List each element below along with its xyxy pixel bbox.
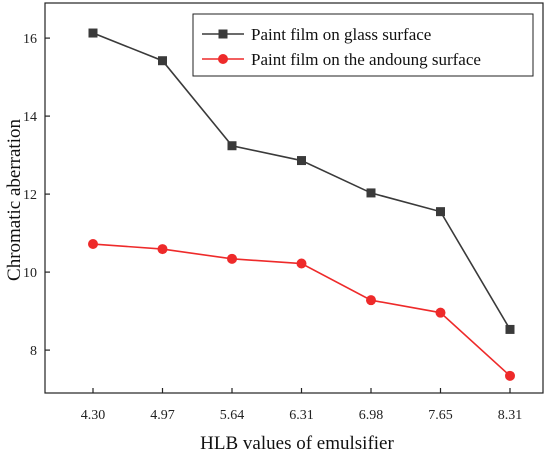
data-point	[227, 141, 237, 151]
x-tick-label: 4.97	[150, 408, 175, 423]
x-tick-label: 7.65	[428, 408, 453, 423]
data-point	[505, 370, 515, 381]
legend-item: Paint film on glass surface	[202, 25, 431, 44]
data-point	[436, 207, 445, 217]
data-point	[366, 188, 376, 198]
x-axis-title: HLB values of emulsifier	[200, 433, 394, 454]
x-tick-label: 4.30	[81, 408, 106, 423]
legend-label: Paint film on the andoung surface	[251, 50, 481, 69]
x-axis: 4.30 4.97 5.64 6.31 6.98 7.65 8.31	[81, 388, 523, 423]
series-line	[92, 32, 511, 330]
y-tick-label: 10	[23, 266, 37, 281]
data-point	[366, 295, 376, 306]
y-tick-label: 12	[23, 188, 37, 203]
data-point	[435, 307, 446, 318]
x-tick-label: 5.64	[220, 408, 245, 423]
y-tick-label: 8	[30, 344, 37, 359]
data-point	[158, 56, 167, 66]
data-point	[157, 244, 168, 255]
x-tick-label: 8.31	[498, 408, 523, 423]
legend: Paint film on glass surface Paint film on…	[192, 13, 534, 77]
series-2	[88, 239, 515, 381]
y-axis-title: Chromatic aberration	[4, 119, 25, 281]
y-axis: 8 10 12 14 16	[23, 32, 50, 359]
series-1	[88, 28, 515, 334]
data-point	[505, 324, 515, 334]
data-point	[88, 239, 98, 250]
x-tick-label: 6.31	[289, 408, 314, 423]
data-point	[297, 156, 306, 166]
plot-frame	[44, 2, 544, 394]
legend-box	[192, 13, 534, 77]
legend-label: Paint film on glass surface	[251, 25, 431, 44]
data-point	[296, 258, 307, 269]
y-tick-label: 16	[23, 32, 37, 47]
plot-area	[44, 2, 544, 394]
x-tick-label: 6.98	[359, 408, 384, 423]
y-tick-label: 14	[23, 110, 37, 125]
legend-item: Paint film on the andoung surface	[202, 50, 481, 69]
legend-marker	[218, 29, 228, 39]
data-point	[227, 253, 237, 264]
series-layer	[88, 28, 515, 381]
legend-marker	[218, 54, 228, 64]
data-point	[88, 28, 98, 38]
